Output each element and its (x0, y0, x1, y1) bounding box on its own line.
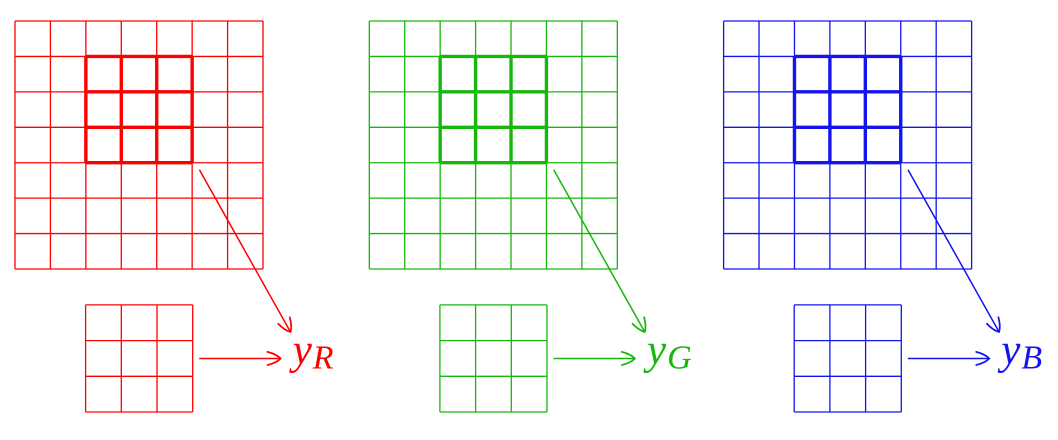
svg-text:yR: yR (289, 326, 334, 376)
svg-text:yB: yB (997, 326, 1042, 376)
svg-text:yG: yG (643, 326, 692, 376)
